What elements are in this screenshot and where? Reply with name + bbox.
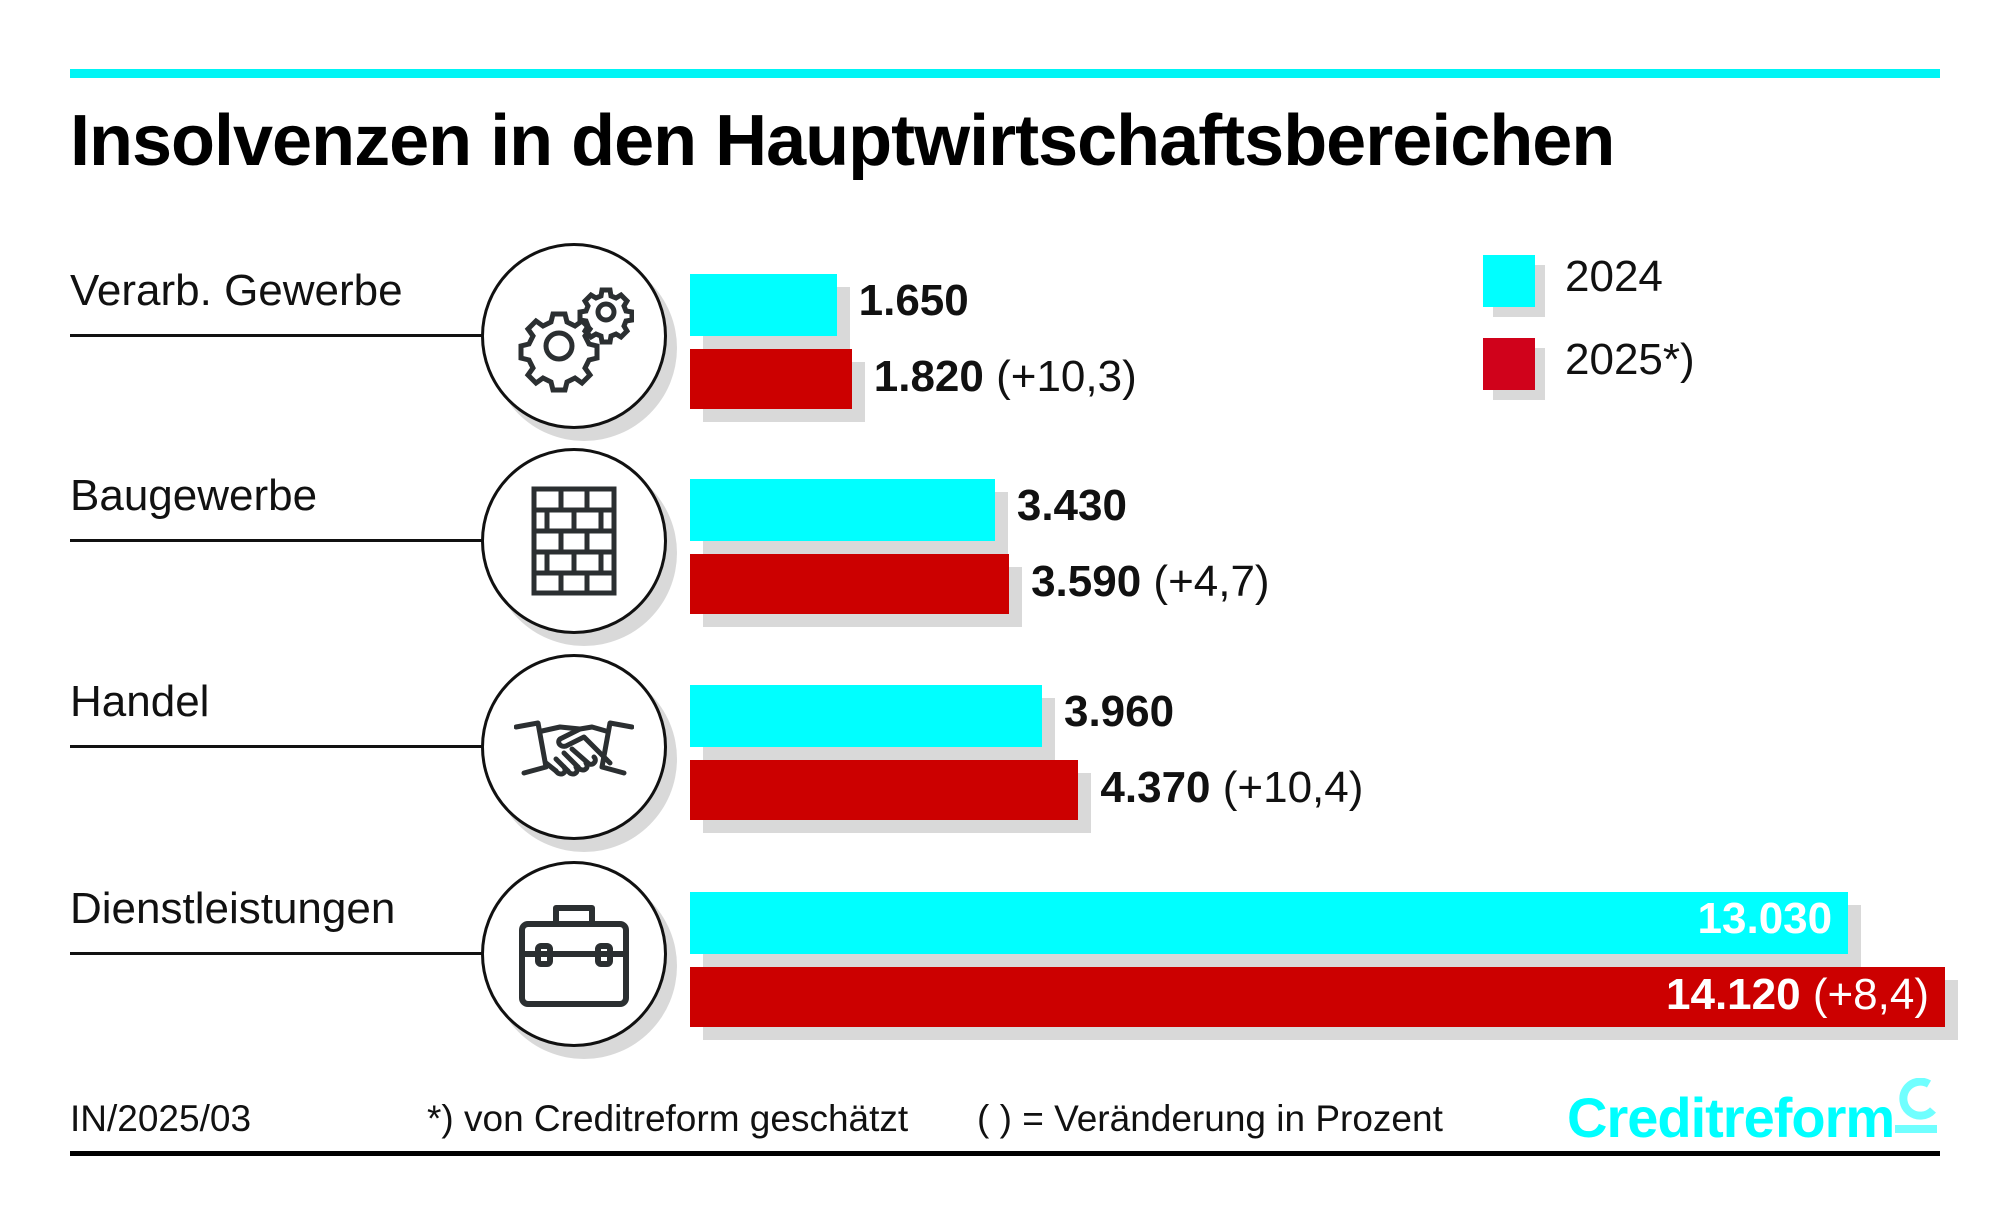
value-2024: 3.960: [1063, 687, 1175, 736]
footer-note-percent: ( ) = Veränderung in Prozent: [977, 1098, 1443, 1139]
footer-line: [70, 1151, 1940, 1156]
value-label-2025: 3.590 (+4,7): [1031, 557, 1270, 607]
footer-note-estimate: *) von Creditreform geschätzt: [427, 1098, 909, 1139]
chart-title: Insolvenzen in den Hauptwirtschaftsberei…: [70, 101, 1615, 181]
category-underline: [70, 952, 485, 955]
change-percent: (+8,4): [1812, 970, 1929, 1019]
category-label-handel: Handel: [70, 677, 210, 726]
category-icon-circle: [481, 654, 667, 840]
category-underline: [70, 539, 485, 542]
briefcase-icon: [519, 905, 629, 1007]
bar-2024-handel: [690, 685, 1042, 747]
value-label-2024: 13.030: [1698, 894, 1833, 944]
brick-wall-icon: [531, 486, 617, 596]
change-percent: (+10,3): [996, 352, 1137, 401]
creditreform-logo: Creditreform: [1567, 1086, 1895, 1149]
value-label-2024: 3.430: [1017, 481, 1127, 531]
value-label-2025: 4.370 (+10,4): [1100, 763, 1363, 813]
category-icon-circle: [481, 448, 667, 634]
category-label-baugewerbe: Baugewerbe: [70, 471, 318, 520]
footer-code: IN/2025/03: [70, 1098, 252, 1139]
creditreform-logo-icon: [1895, 1078, 1937, 1133]
change-percent: (+4,7): [1153, 557, 1270, 606]
category-underline: [70, 745, 485, 748]
legend-swatch-2024: [1483, 255, 1535, 307]
value-2025: 1.820: [873, 352, 984, 401]
value-2024: 3.430: [1016, 481, 1127, 530]
handshake-icon: [514, 720, 634, 777]
legend-label-2025: 2025*): [1565, 335, 1695, 384]
category-underline: [70, 334, 485, 337]
value-2025: 4.370: [1100, 763, 1211, 812]
bar-2024-baugewerbe: [690, 479, 995, 541]
value-2024: 1.650: [858, 276, 969, 325]
bar-2025-verarb-gewerbe: [690, 349, 852, 409]
value-label-2024: 3.960: [1064, 687, 1174, 737]
category-label-verarb-gewerbe: Verarb. Gewerbe: [70, 266, 403, 315]
value-2025: 14.120: [1666, 970, 1801, 1019]
bar-2025-handel: [690, 760, 1079, 820]
bar-2024-dienstleistungen: [690, 892, 1849, 954]
change-percent: (+10,4): [1222, 763, 1364, 812]
bar-2025-dienstleistungen: [690, 967, 1945, 1027]
category-icon-circle: [481, 243, 667, 429]
category-icon-circle: [481, 861, 667, 1047]
value-label-2025: 14.120 (+8,4): [1666, 970, 1929, 1020]
value-label-2024: 1.650: [859, 276, 969, 326]
value-label-2025: 1.820 (+10,3): [874, 352, 1137, 402]
value-2025: 3.590: [1031, 557, 1142, 606]
legend-swatch-2025: [1483, 338, 1535, 390]
value-2024: 13.030: [1697, 894, 1833, 943]
bar-2025-baugewerbe: [690, 554, 1010, 614]
top-accent-line: [70, 69, 1940, 78]
legend-label-2024: 2024: [1565, 252, 1663, 301]
bar-2024-verarb-gewerbe: [690, 274, 837, 336]
gears-icon: [518, 287, 634, 393]
category-label-dienstleistungen: Dienstleistungen: [70, 884, 396, 933]
